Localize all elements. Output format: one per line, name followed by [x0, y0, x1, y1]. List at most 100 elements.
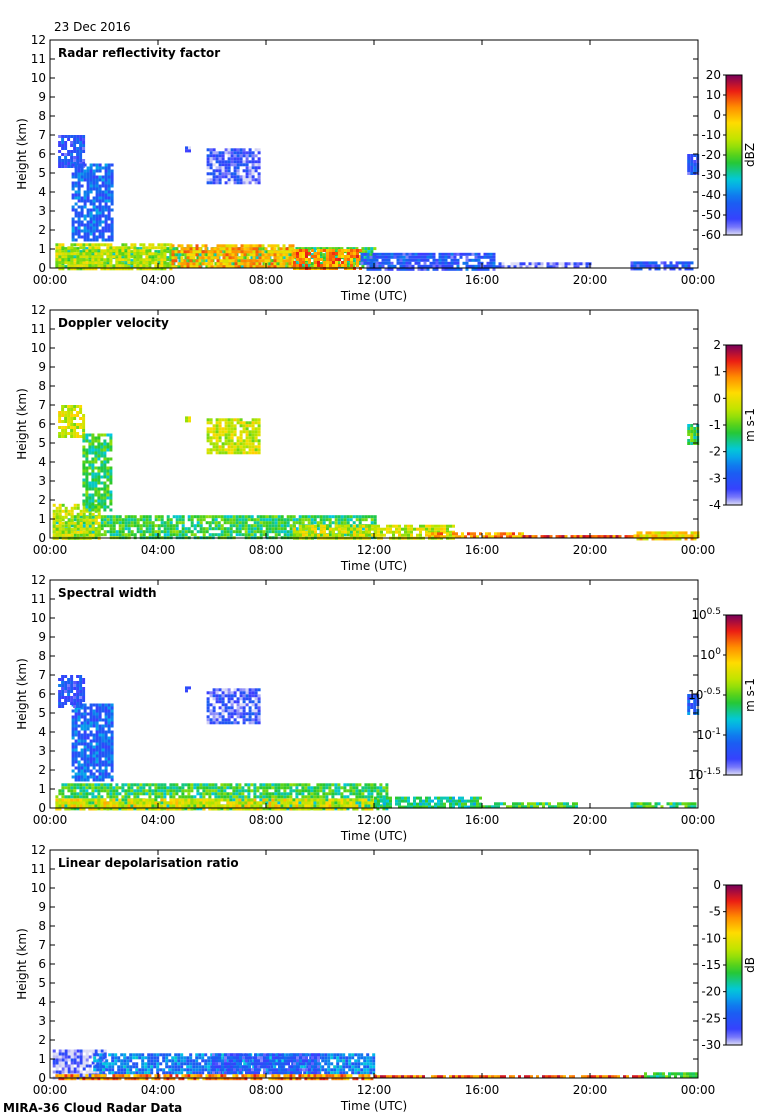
data-cell [283, 792, 287, 796]
data-cell [127, 527, 131, 531]
data-cell [301, 247, 305, 251]
data-cell [103, 533, 107, 537]
data-cell [257, 430, 261, 434]
data-cell [76, 506, 80, 510]
data-cell [254, 163, 258, 167]
data-cell [92, 217, 96, 221]
data-cell [199, 515, 203, 519]
data-cell [444, 261, 448, 265]
data-cell [251, 448, 255, 452]
data-cell [233, 178, 237, 182]
data-cell [636, 261, 640, 265]
data-cell [268, 530, 272, 534]
data-cell [378, 252, 382, 256]
data-cell [222, 265, 226, 269]
data-cell [169, 518, 173, 522]
data-cell [70, 521, 74, 525]
data-cell [218, 427, 222, 431]
data-cell [447, 252, 451, 256]
data-cell [468, 264, 472, 268]
data-cell [112, 249, 116, 253]
y-tick-label: 8 [38, 379, 46, 393]
data-cell [110, 235, 114, 239]
data-cell [274, 524, 278, 528]
data-cell [177, 250, 181, 254]
data-cell [79, 411, 83, 414]
data-cell [64, 804, 68, 808]
data-cell [636, 267, 640, 271]
data-cell [432, 261, 436, 265]
data-cell [233, 181, 237, 185]
data-cell [178, 521, 182, 525]
data-cell [67, 261, 71, 265]
data-cell [241, 515, 245, 519]
data-cell [77, 190, 81, 194]
data-cell [249, 259, 253, 263]
data-cell [112, 518, 116, 522]
data-cell [107, 163, 111, 167]
data-cell [633, 261, 637, 265]
data-cell [241, 792, 245, 796]
data-cell [248, 439, 252, 443]
data-cell [405, 252, 409, 256]
data-cell [107, 211, 111, 215]
data-cell [299, 530, 302, 534]
data-cell [73, 267, 77, 271]
data-cell [61, 267, 65, 271]
data-cell [450, 255, 454, 259]
data-cell [236, 421, 240, 425]
data-cell [83, 238, 87, 242]
data-cell [112, 527, 116, 531]
data-cell [404, 530, 407, 534]
data-cell [64, 429, 68, 432]
data-cell [118, 261, 122, 265]
data-cell [110, 196, 114, 200]
data-cell [259, 253, 263, 257]
data-cell [410, 530, 413, 534]
data-cell [98, 229, 102, 233]
data-cell [393, 264, 397, 268]
data-cell [314, 527, 317, 531]
data-cell [693, 427, 697, 430]
data-cell [215, 178, 219, 182]
data-cell [265, 524, 269, 528]
data-cell [79, 246, 83, 250]
data-cell [151, 530, 155, 534]
data-cell [474, 252, 478, 256]
data-cell [326, 533, 329, 537]
data-cell [73, 506, 77, 510]
data-cell [417, 264, 421, 268]
data-cell [465, 264, 469, 268]
data-cell [423, 258, 427, 262]
data-cell [171, 265, 175, 269]
data-cell [258, 259, 262, 263]
data-cell [115, 246, 119, 250]
data-cell [325, 783, 329, 787]
data-cell [100, 475, 104, 479]
data-cell [204, 247, 208, 251]
data-cell [52, 503, 56, 507]
data-cell [212, 430, 216, 434]
data-cell [259, 524, 263, 528]
data-cell [346, 533, 350, 537]
data-cell [293, 261, 296, 264]
data-cell [213, 265, 217, 269]
data-cell [178, 518, 182, 522]
data-cell [101, 193, 105, 197]
data-cell [112, 786, 116, 790]
data-cell [582, 262, 586, 266]
data-cell [373, 789, 377, 793]
data-cell [88, 261, 92, 265]
data-cell [639, 534, 643, 538]
data-cell [230, 157, 234, 161]
data-cell [240, 256, 244, 260]
data-cell [221, 151, 225, 155]
data-cell [367, 247, 371, 251]
data-cell [100, 460, 104, 464]
data-cell [384, 258, 388, 262]
data-cell [110, 163, 114, 167]
data-cell [358, 792, 362, 796]
data-cell [139, 518, 143, 522]
data-cell [189, 250, 193, 254]
data-cell [669, 261, 673, 265]
